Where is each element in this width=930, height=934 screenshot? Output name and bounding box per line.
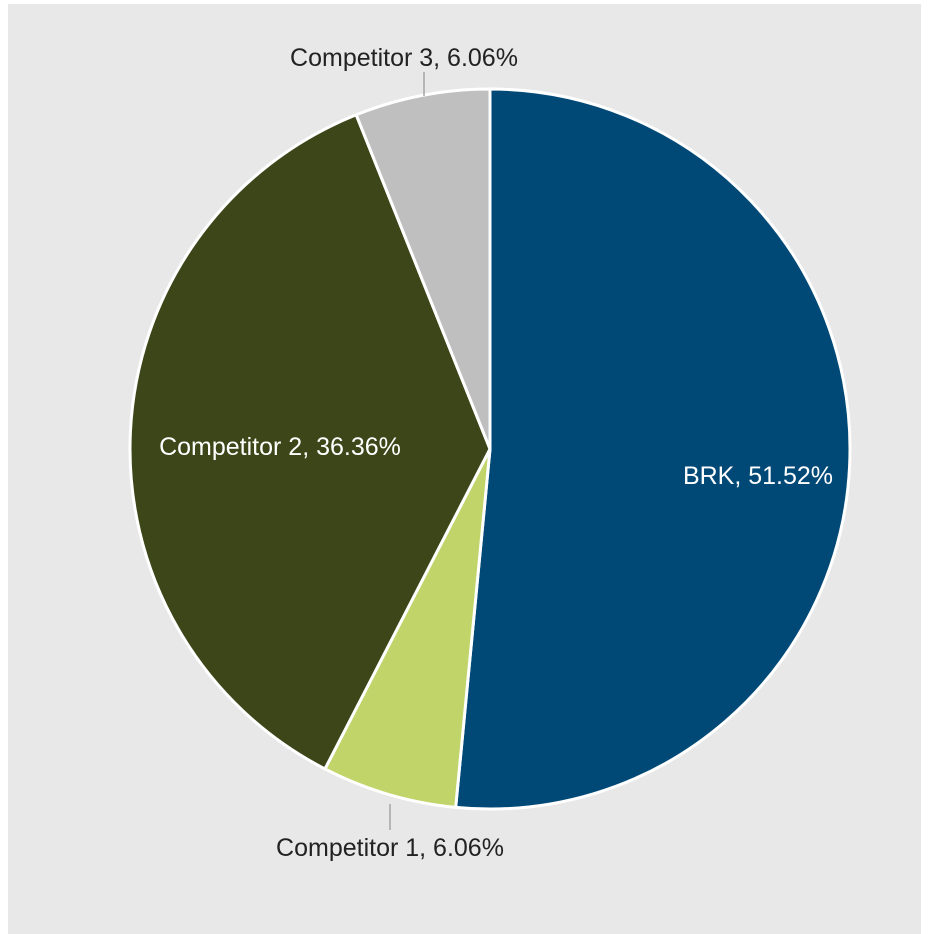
pie-slice-competitor-2 [128, 113, 492, 771]
pie-slice-competitor-1 [323, 447, 492, 809]
chart-area: BRK, 51.52% Competitor 1, 6.06% Competitor… [8, 4, 921, 934]
data-label-competitor-3: Competitor 3, 6.06% [290, 44, 518, 72]
pie-chart: BRK, 51.52% Competitor 1, 6.06% Competitor… [8, 4, 921, 934]
pie-slice-competitor-3 [354, 87, 492, 451]
pie-slice-brk [454, 87, 852, 811]
data-label-brk: BRK, 51.52% [683, 462, 833, 490]
data-label-competitor-1: Competitor 1, 6.06% [276, 834, 504, 862]
data-label-competitor-2: Competitor 2, 36.36% [159, 433, 401, 461]
